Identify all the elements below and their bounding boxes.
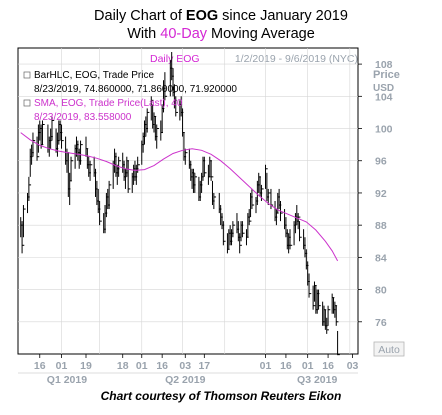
price-bars (20, 52, 340, 356)
y-tick-label: 108 (375, 59, 393, 71)
x-tick-label: 18 (117, 360, 129, 372)
currency-label: USD (373, 83, 394, 94)
price-bar (21, 221, 25, 254)
x-tick-label: 16 (34, 360, 46, 372)
chart-credit: Chart courtesy of Thomson Reuters Eikon (100, 389, 342, 403)
price-bar (241, 221, 245, 238)
price-bar (232, 221, 236, 238)
y-tick-label: 84 (375, 252, 387, 264)
price-bar (28, 176, 32, 201)
quarter-label: Q3 2019 (297, 374, 337, 385)
chart-title-line2: With 40-Day Moving Average (0, 25, 442, 43)
price-bar (36, 136, 40, 161)
price-bar (327, 305, 331, 326)
price-bar (251, 188, 255, 210)
price-bar (127, 160, 131, 193)
price-bar (70, 156, 74, 181)
chart-label: Daily EOG (150, 53, 200, 65)
price-bar (318, 289, 321, 310)
y-axis-ticks: 76 80 84 88 92 96 100 104 108 (358, 59, 393, 329)
price-bar (248, 209, 252, 226)
price-bar (89, 160, 93, 181)
x-tick-label: 03 (347, 360, 359, 372)
title2-period: 40-Day (160, 26, 208, 42)
x-tick-label: 01 (302, 360, 314, 372)
title-prefix: Daily Chart of (94, 8, 186, 24)
price-bar (150, 96, 154, 121)
price-bar (184, 148, 188, 165)
x-tick-label: 17 (198, 360, 210, 372)
price-bar (194, 172, 197, 193)
price-bar (175, 96, 178, 117)
x-tick-label: 01 (56, 360, 68, 372)
price-bar (308, 273, 312, 298)
price-bar (32, 132, 36, 157)
price-bar (297, 213, 301, 230)
price-bar (203, 156, 207, 177)
x-tick-label: 01 (260, 360, 272, 372)
legend-bar-icon[interactable] (23, 71, 31, 79)
price-bar (80, 140, 83, 165)
quarter-label: Q2 2019 (165, 374, 205, 385)
x-tick-label: 16 (322, 360, 334, 372)
price-bar (312, 285, 316, 310)
y-tick-label: 104 (375, 91, 393, 103)
chart-title-line1: Daily Chart of EOG since January 2019 (0, 7, 442, 25)
plot-frame (17, 47, 359, 355)
price-bar (222, 221, 226, 246)
price-bar (22, 205, 26, 238)
title2-prefix: With (127, 26, 161, 42)
sma-line (20, 132, 339, 262)
price-bar (239, 233, 242, 254)
x-tick-label: 16 (280, 360, 292, 372)
y-tick-label: 96 (375, 156, 387, 168)
price-bar (156, 124, 159, 149)
price-bar (210, 160, 214, 181)
x-tick-label: 03 (179, 360, 191, 372)
legend-bar-values: 8/23/2019, 74.860000, 71.860000, 71.9200… (34, 84, 237, 95)
legend-sma-values: 8/23/2019, 83.558000 (34, 112, 132, 123)
price-bar (335, 305, 339, 326)
price-bar (267, 188, 271, 206)
y-tick-label: 92 (375, 188, 387, 200)
legend-sma-icon[interactable] (23, 99, 31, 107)
x-tick-label: 16 (156, 360, 168, 372)
legend-sma-series: SMA, EOG, Trade Price(Last), 40 (34, 98, 183, 109)
x-tick-label: 01 (136, 360, 148, 372)
price-axis-title: Price (373, 69, 400, 81)
price-bar (213, 192, 217, 210)
price-bar (108, 180, 112, 210)
price-bar (299, 221, 302, 242)
y-tick-label: 76 (375, 317, 387, 329)
price-bar (146, 108, 150, 133)
date-range: 1/2/2019 - 9/6/2019 (NYC) (235, 53, 358, 65)
y-tick-label: 80 (375, 285, 387, 297)
price-bar (326, 317, 329, 334)
y-tick-label: 88 (375, 220, 387, 232)
legend-bar-series: BarHLC, EOG, Trade Price (34, 70, 154, 81)
auto-button[interactable]: Auto (373, 341, 405, 357)
price-bar (164, 72, 168, 101)
grid (18, 48, 358, 354)
price-bar (265, 164, 268, 189)
title-ticker: EOG (185, 8, 219, 24)
quarter-label: Q1 2019 (47, 374, 87, 385)
legend: BarHLC, EOG, Trade Price 8/23/2019, 74.8… (23, 70, 237, 123)
y-tick-label: 100 (375, 124, 393, 136)
x-tick-label: 19 (80, 360, 92, 372)
price-bar (41, 120, 45, 145)
title2-suffix: Moving Average (207, 26, 315, 42)
x-axis: 16 01 19 18 01 16 03 17 01 16 01 16 03 Q1 2019 Q2 2019… (18, 354, 359, 385)
price-bar (61, 124, 64, 149)
price-bar (337, 330, 340, 356)
price-bar (99, 201, 102, 226)
price-chart: Daily EOG 1/2/2019 - 9/6/2019 (NYC) Pric… (17, 47, 405, 385)
price-bar (289, 229, 293, 250)
price-bar (51, 116, 55, 141)
title-suffix: since January 2019 (218, 8, 348, 24)
auto-button-label: Auto (378, 344, 400, 356)
